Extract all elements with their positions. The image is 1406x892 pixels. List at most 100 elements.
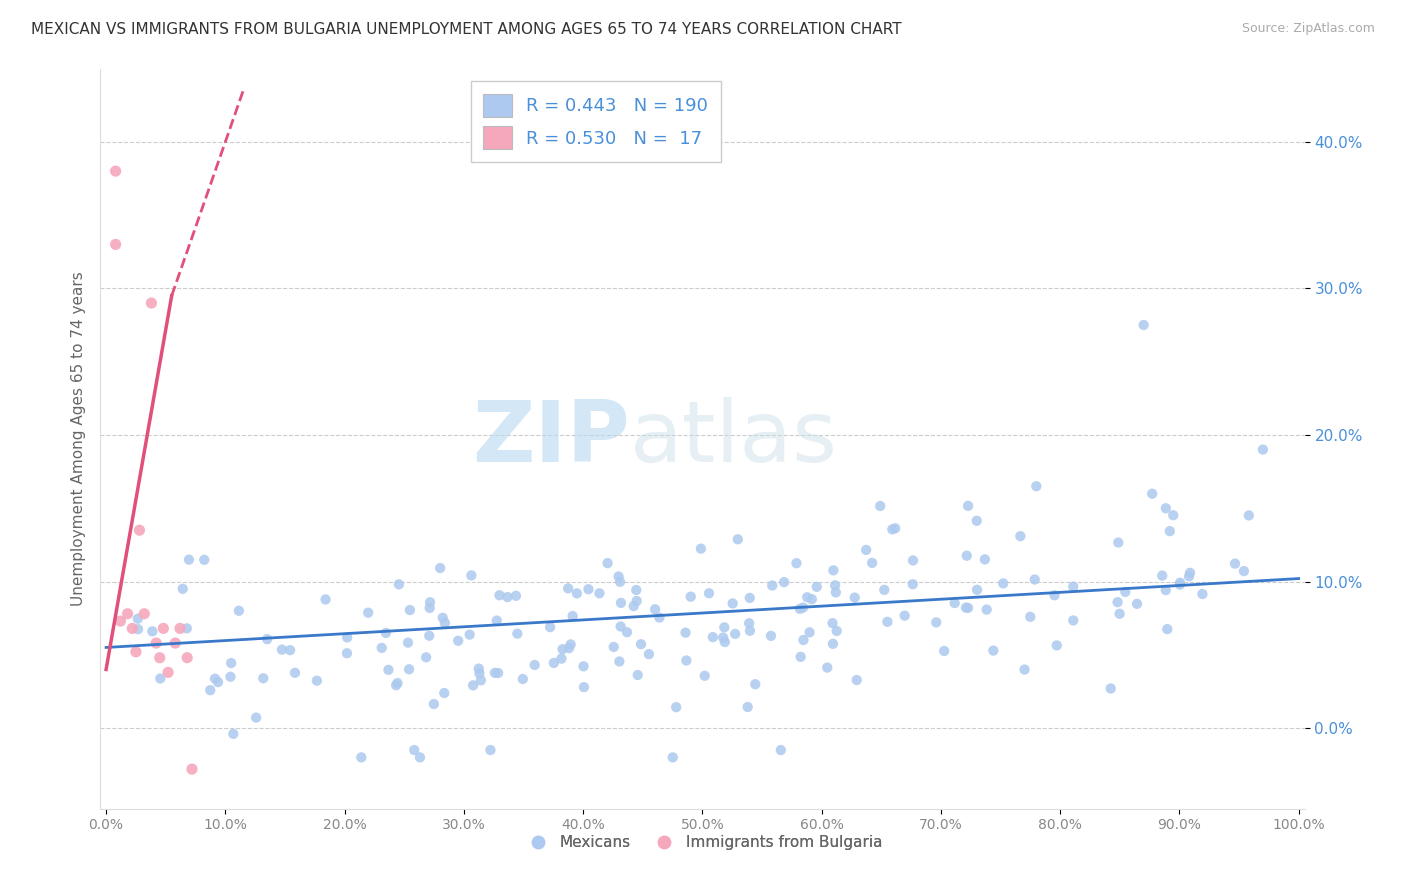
Point bbox=[648, 610, 671, 624]
Point bbox=[957, 499, 980, 513]
Point bbox=[825, 624, 848, 638]
Point bbox=[616, 625, 638, 640]
Point bbox=[1043, 588, 1066, 602]
Point bbox=[711, 631, 734, 645]
Point bbox=[121, 621, 143, 635]
Point bbox=[1140, 487, 1163, 501]
Point bbox=[560, 637, 582, 651]
Point bbox=[252, 671, 274, 685]
Point bbox=[901, 577, 924, 591]
Point bbox=[370, 640, 392, 655]
Point bbox=[789, 602, 811, 616]
Point bbox=[193, 553, 215, 567]
Point bbox=[128, 523, 150, 537]
Point bbox=[496, 590, 519, 604]
Point bbox=[860, 556, 883, 570]
Point bbox=[955, 600, 977, 615]
Point bbox=[1223, 557, 1246, 571]
Point bbox=[609, 574, 631, 589]
Point bbox=[165, 636, 187, 650]
Text: ZIP: ZIP bbox=[472, 397, 630, 480]
Point bbox=[675, 653, 697, 667]
Point bbox=[855, 542, 877, 557]
Legend: Mexicans, Immigrants from Bulgaria: Mexicans, Immigrants from Bulgaria bbox=[516, 830, 889, 856]
Point bbox=[506, 626, 529, 640]
Point bbox=[1159, 524, 1181, 538]
Point bbox=[800, 592, 823, 607]
Point bbox=[845, 673, 868, 687]
Point bbox=[626, 582, 648, 597]
Point bbox=[385, 678, 408, 692]
Point bbox=[1237, 508, 1260, 523]
Point bbox=[523, 657, 546, 672]
Point bbox=[396, 635, 419, 649]
Point bbox=[744, 677, 766, 691]
Point bbox=[966, 514, 988, 528]
Point bbox=[315, 592, 337, 607]
Point bbox=[219, 656, 242, 670]
Point bbox=[1154, 583, 1177, 598]
Point bbox=[488, 588, 510, 602]
Point bbox=[1062, 580, 1084, 594]
Point bbox=[377, 663, 399, 677]
Point bbox=[398, 662, 420, 676]
Point bbox=[157, 665, 180, 680]
Point bbox=[1107, 595, 1129, 609]
Point bbox=[245, 710, 267, 724]
Point bbox=[934, 644, 956, 658]
Text: Source: ZipAtlas.com: Source: ZipAtlas.com bbox=[1241, 22, 1375, 36]
Point bbox=[1178, 569, 1201, 583]
Point bbox=[1062, 614, 1084, 628]
Point bbox=[727, 533, 749, 547]
Point bbox=[149, 672, 172, 686]
Point bbox=[418, 629, 440, 643]
Point bbox=[336, 631, 359, 645]
Point bbox=[470, 673, 492, 688]
Point bbox=[117, 607, 139, 621]
Point bbox=[1108, 607, 1130, 621]
Point bbox=[993, 576, 1015, 591]
Point bbox=[152, 621, 174, 635]
Point bbox=[626, 594, 648, 608]
Point bbox=[172, 582, 194, 596]
Point bbox=[876, 615, 898, 629]
Point bbox=[823, 563, 845, 577]
Point bbox=[1152, 568, 1174, 582]
Point bbox=[789, 649, 811, 664]
Point bbox=[957, 601, 980, 615]
Point bbox=[110, 614, 132, 628]
Point bbox=[1014, 663, 1036, 677]
Point bbox=[609, 655, 631, 669]
Point bbox=[873, 582, 896, 597]
Point bbox=[623, 599, 645, 613]
Point bbox=[538, 620, 561, 634]
Point bbox=[815, 660, 838, 674]
Point bbox=[558, 641, 581, 656]
Point bbox=[602, 640, 624, 654]
Point bbox=[1025, 479, 1047, 493]
Point bbox=[824, 585, 846, 599]
Point bbox=[200, 683, 222, 698]
Point bbox=[796, 591, 818, 605]
Point bbox=[821, 637, 844, 651]
Point bbox=[966, 582, 988, 597]
Point bbox=[169, 621, 191, 635]
Point bbox=[409, 750, 432, 764]
Text: atlas: atlas bbox=[630, 397, 838, 480]
Point bbox=[1126, 597, 1149, 611]
Point bbox=[433, 686, 456, 700]
Point bbox=[943, 596, 966, 610]
Point bbox=[596, 556, 619, 570]
Point bbox=[721, 596, 744, 610]
Point bbox=[738, 616, 761, 631]
Point bbox=[697, 586, 720, 600]
Point bbox=[458, 628, 481, 642]
Point bbox=[336, 646, 359, 660]
Point bbox=[738, 624, 761, 638]
Point bbox=[1233, 564, 1256, 578]
Point bbox=[638, 647, 661, 661]
Point bbox=[228, 604, 250, 618]
Point bbox=[550, 651, 572, 665]
Point bbox=[415, 650, 437, 665]
Point bbox=[792, 600, 814, 615]
